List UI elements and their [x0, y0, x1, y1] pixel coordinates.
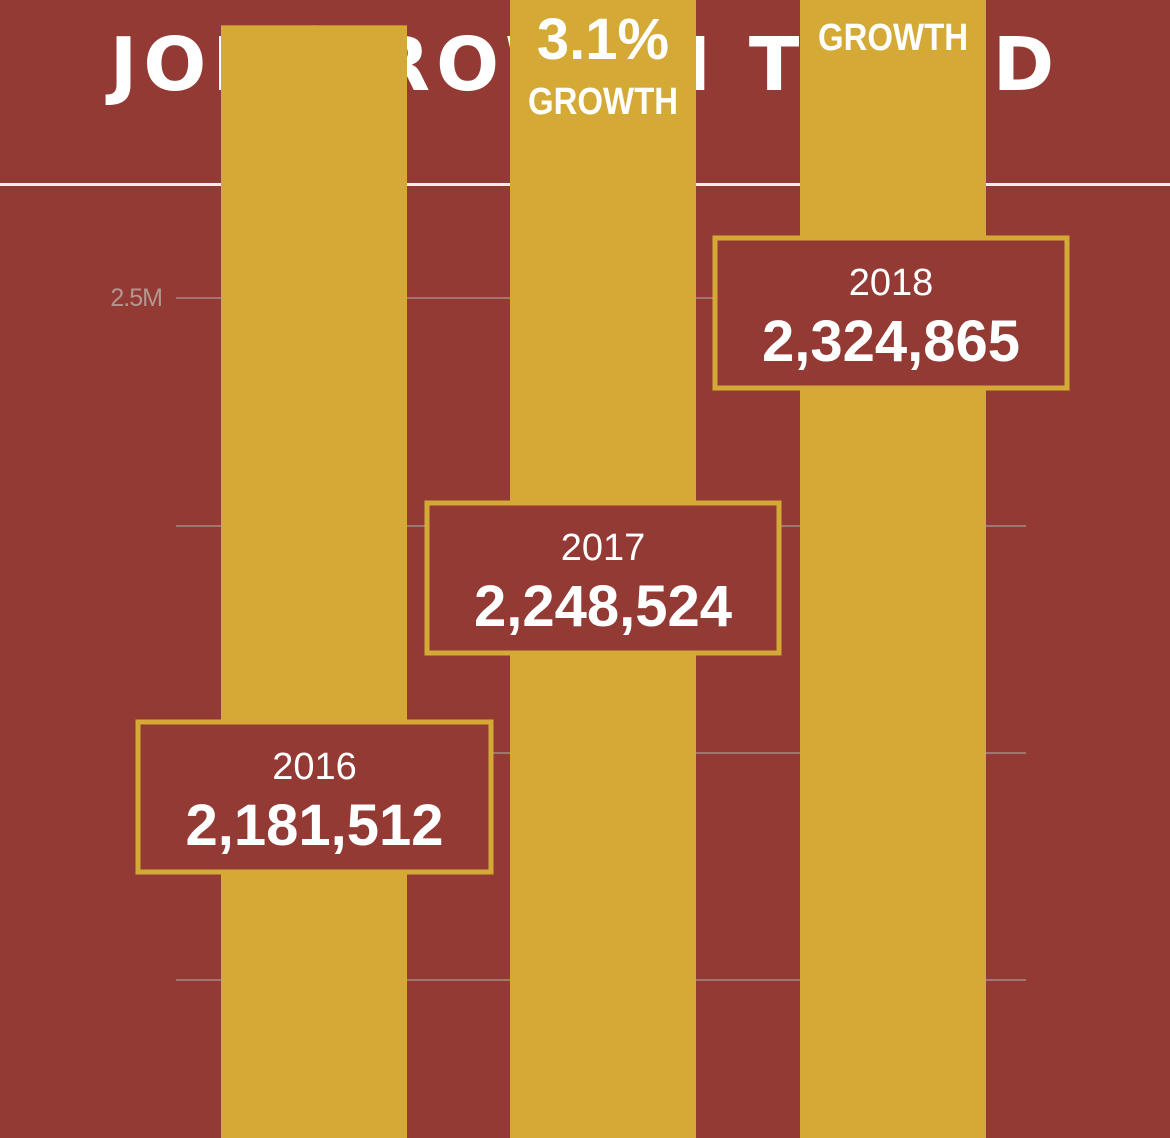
- data-label: 2,181,512: [185, 793, 443, 858]
- data-label: 2,324,865: [762, 309, 1020, 374]
- growth-caption-label: GROWTH: [528, 81, 678, 123]
- annotation-box-2016: [135, 719, 494, 875]
- y-tick-label: 2.5M: [110, 284, 162, 312]
- growth-caption-label: GROWTH: [818, 17, 968, 59]
- category-label: 2017: [561, 527, 646, 569]
- data-label: 2,248,524: [474, 574, 732, 639]
- category-label: 2018: [849, 262, 934, 304]
- growth-percent-label: 3.4%: [827, 0, 959, 8]
- growth-percent-label: 3.1%: [537, 7, 669, 72]
- category-label: 2016: [272, 746, 357, 788]
- annotation-box-2018: [712, 235, 1070, 391]
- annotation-box-2017: [424, 500, 782, 656]
